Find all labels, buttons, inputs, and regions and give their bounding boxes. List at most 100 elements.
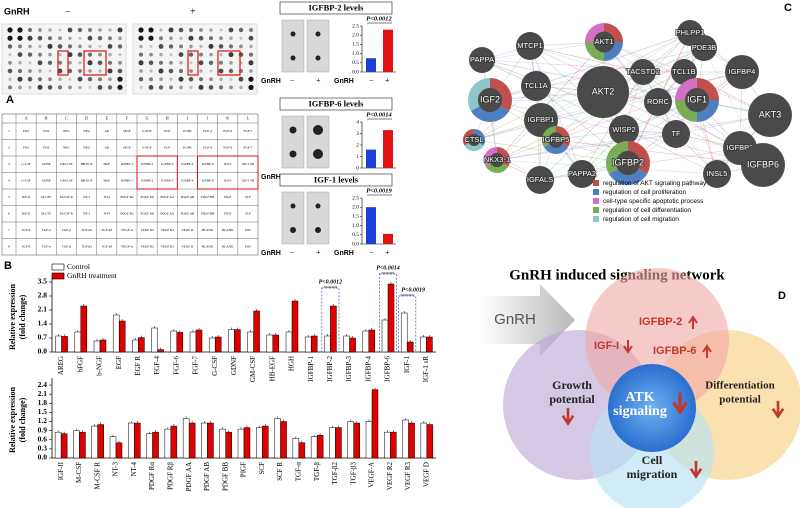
blot-spot (189, 85, 193, 89)
blot-spot (67, 44, 73, 49)
legend-label: regulation of cell migration (603, 216, 679, 223)
node (568, 160, 596, 188)
node-label: PHLPP1 (676, 28, 705, 37)
table-cell: NEG (83, 129, 90, 133)
outcome-label: migration (627, 467, 678, 481)
down-arrow (689, 460, 703, 479)
blot-spot (188, 76, 194, 82)
bar (170, 425, 178, 459)
bar (366, 58, 376, 72)
node-label: PAPPA (470, 55, 494, 64)
table-cell: 2 (8, 146, 10, 150)
bar (365, 421, 373, 459)
node (662, 120, 690, 148)
bar (152, 431, 159, 459)
table-cell: FGF-7 (244, 129, 253, 133)
blot-spot (149, 52, 153, 57)
table-cell: PIGF (224, 212, 231, 216)
blot-spot (238, 27, 244, 33)
network-edge (489, 99, 659, 103)
blot-spot (209, 69, 213, 73)
blot-spot (7, 35, 13, 41)
legend-swatch (593, 180, 599, 186)
bar (188, 422, 196, 459)
x-tick-label: bFGF (76, 356, 84, 372)
table-cell: SCF (245, 212, 251, 216)
table-cell: BLANK (222, 245, 234, 249)
node-label: IGFBP3 (727, 143, 754, 152)
table-cell: VEGF D (182, 228, 194, 232)
node-label: IGFBP1 (528, 115, 555, 124)
bar (214, 336, 222, 353)
blot-spot (98, 52, 102, 57)
blot-image (132, 23, 258, 95)
x-tick-label: IGF-1 (403, 356, 411, 374)
table-cell: 3 (8, 162, 10, 166)
blot-spot (248, 35, 254, 41)
highlight-box (321, 287, 340, 353)
table-cell: IGF-I SR (242, 179, 255, 183)
x-tick-label: EGF R (134, 356, 142, 376)
x-tick-label: M-CSF R (93, 462, 101, 490)
table-cell: VEGF D (182, 245, 194, 249)
y-tick-label: 2.8 (38, 291, 48, 300)
blot-spot (139, 69, 143, 73)
title-box (279, 173, 393, 187)
blot-spot (179, 44, 183, 49)
blot-spot (290, 55, 296, 61)
table-cell: SCF R (22, 245, 32, 249)
x-tick-label: VEGF R3 (404, 462, 412, 491)
blot-spot (117, 68, 123, 74)
node (577, 66, 629, 118)
blot-spot (313, 125, 323, 135)
table-cell: PDGF Rα (120, 212, 133, 216)
node-label: IGFBP5 (543, 135, 570, 144)
bar (128, 422, 135, 459)
table-cell: TGF-α (42, 245, 51, 249)
bar (420, 422, 428, 459)
blot-image (306, 19, 330, 73)
legend-label: regulation of AKT signaling pathway (603, 180, 707, 187)
outcome-label: Cell (642, 453, 663, 467)
blot-spot (219, 53, 223, 57)
p-value: P<0.0019 (401, 287, 425, 293)
table-cell: HGF (103, 162, 110, 166)
legend-swatch (593, 198, 599, 204)
title-box (279, 97, 393, 111)
blot-spot (209, 28, 213, 32)
blot-spot (209, 52, 213, 57)
blot-spot (179, 85, 183, 90)
blot-spot (208, 43, 214, 49)
table-cell: PDGF AB (181, 195, 195, 199)
x-tick-label: IGFBP-2 (326, 356, 334, 382)
blot-spot (228, 27, 234, 33)
table-cell: SCF R (22, 228, 32, 232)
blot-spot (28, 61, 32, 65)
p-value: P<0.0014 (376, 265, 400, 271)
x-tick-label: VEGF R2 (386, 462, 394, 491)
network-edge (603, 41, 677, 135)
blot-spot (289, 126, 297, 134)
factor-label: IGF-I (594, 340, 619, 352)
node-label: IGFBP2 (612, 157, 644, 167)
blot-spot (169, 77, 173, 81)
x-tick-label: TGF-α (294, 462, 302, 482)
table-cell: TGF-β2 (81, 245, 92, 249)
bar (402, 419, 409, 459)
table-cell: VEGF R3 (161, 228, 175, 232)
table-header: L (247, 115, 250, 120)
bar (387, 283, 395, 353)
blot-spot (98, 69, 102, 73)
node-label: TCL1B (672, 67, 695, 76)
table-cell: IGF-II (22, 195, 31, 199)
table-header: K (226, 115, 229, 120)
bar (371, 389, 379, 459)
blot-image (281, 191, 305, 245)
node-label: AKT3 (759, 109, 782, 119)
blot-spot (48, 77, 52, 82)
y-tick-label: 1.5 (38, 407, 48, 416)
blot-spot (138, 27, 144, 33)
y-tick-label: 1.5 (352, 214, 359, 220)
blot-spot (48, 28, 52, 32)
table-cell: POS (43, 129, 49, 133)
